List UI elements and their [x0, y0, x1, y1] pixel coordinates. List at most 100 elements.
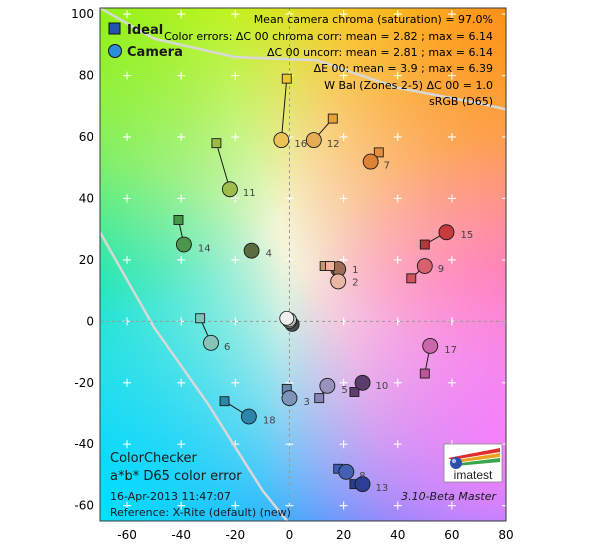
patch-label: 1 [352, 265, 358, 276]
grid-cross [447, 501, 456, 510]
patch-ideal-marker [173, 215, 184, 225]
grid-cross [447, 10, 456, 19]
patch-ideal-marker [314, 393, 325, 404]
patch-ideal-marker [327, 113, 338, 124]
patch-label: 7 [384, 161, 390, 172]
x-tick-label: 80 [498, 528, 513, 542]
y-tick-label: 60 [79, 130, 94, 144]
grid-cross [447, 71, 456, 80]
grid-cross [339, 501, 348, 510]
legend-ideal-label: Ideal [127, 23, 163, 38]
grid-cross [393, 71, 402, 80]
patch-camera-marker [438, 224, 455, 241]
patch-camera-marker [354, 476, 371, 493]
patch-ideal-marker [219, 396, 230, 407]
grid-cross [502, 255, 506, 264]
grid-cross [177, 194, 186, 203]
patch-label: 18 [263, 416, 276, 427]
grid-cross [177, 501, 186, 510]
patch-camera-marker [422, 337, 439, 354]
title-block: ColorChecker a*b* D65 color error 16-Apr… [110, 451, 291, 519]
grid-cross [447, 378, 456, 387]
grid-cross [123, 10, 132, 19]
patch-label: 11 [243, 188, 256, 199]
patch-camera-marker [416, 258, 433, 274]
grid-cross [393, 10, 402, 19]
patch-camera-marker [221, 181, 238, 198]
grid-cross [393, 501, 402, 510]
patch-label: 14 [198, 244, 211, 255]
grid-cross [231, 378, 240, 387]
patch-label: 4 [266, 249, 272, 260]
grid-cross [502, 440, 506, 449]
y-tick-label: -60 [74, 499, 94, 513]
patch-label: 13 [376, 483, 389, 494]
patch-label: 2 [352, 277, 358, 288]
patch-ideal-marker [419, 239, 430, 250]
grid-cross [177, 378, 186, 387]
stat-colorspace: sRGB (D65) [429, 95, 493, 108]
x-tick-label: 20 [336, 528, 351, 542]
stat-chroma: Mean camera chroma (saturation) = 97.0% [254, 13, 493, 26]
patch-ideal-marker [325, 261, 336, 271]
grid-cross [339, 378, 348, 387]
y-tick-label: -40 [74, 437, 94, 451]
x-tick-label: 40 [390, 528, 405, 542]
neutral-camera-marker [279, 310, 295, 326]
stat-white-balance: W Bal (Zones 2-5) ΔC 00 = 1.0 [324, 79, 493, 92]
chart-reference: Reference: X-Rite (default) (new) [110, 506, 291, 519]
grid-cross [502, 378, 506, 387]
grid-cross [339, 133, 348, 142]
y-tick-label: 100 [71, 7, 94, 21]
imatest-logo: imatest [443, 443, 503, 483]
grid [123, 10, 506, 510]
grid-cross [393, 255, 402, 264]
patch-ideal-marker [349, 387, 360, 397]
grid-cross [231, 501, 240, 510]
grid-cross [393, 194, 402, 203]
y-tick-label: 40 [79, 191, 94, 205]
gamut-boundary-top [100, 8, 506, 111]
grid-cross [177, 440, 186, 449]
patch-error-line [215, 143, 231, 190]
patch-error-line [280, 78, 288, 141]
gamut-boundary-left [100, 231, 289, 521]
zero-axes [100, 8, 506, 521]
grid-cross [177, 133, 186, 142]
stat-delta-e: ΔE 00: mean = 3.9 ; max = 6.39 [314, 62, 493, 75]
patch-ideal-marker [406, 273, 417, 284]
y-tick-label: -20 [74, 376, 94, 390]
x-tick-label: -40 [171, 528, 191, 542]
patch-camera-marker [203, 334, 219, 351]
grid-cross [231, 10, 240, 19]
y-tick-label: 0 [86, 314, 94, 328]
grid-cross [339, 71, 348, 80]
y-tick-labels: -60 -40 -20 0 20 40 60 80 100 [71, 7, 94, 512]
grid-cross [393, 133, 402, 142]
grid-cross [447, 194, 456, 203]
patch-camera-marker [273, 132, 290, 149]
patch-label: 9 [438, 264, 444, 275]
grid-cross [502, 194, 506, 203]
grid-cross [123, 440, 132, 449]
patch-markers: 123456789101112131415161718 [173, 73, 473, 494]
patch-camera-marker [338, 463, 355, 480]
patch-camera-marker [175, 236, 192, 253]
legend-ideal-marker [108, 22, 121, 35]
grid-cross [393, 440, 402, 449]
grid-cross [123, 255, 132, 264]
grid-cross [123, 194, 132, 203]
patch-ideal-marker [195, 313, 206, 324]
grid-cross [447, 255, 456, 264]
grid-cross [339, 255, 348, 264]
patch-camera-marker [319, 377, 336, 394]
patch-label: 15 [460, 230, 473, 241]
x-tick-label: 60 [444, 528, 459, 542]
grid-cross [177, 71, 186, 80]
grid-cross [339, 194, 348, 203]
patch-ideal-marker [373, 147, 384, 158]
grid-cross [502, 133, 506, 142]
gamut-boundary [100, 8, 506, 521]
plot-frame [99, 7, 507, 522]
